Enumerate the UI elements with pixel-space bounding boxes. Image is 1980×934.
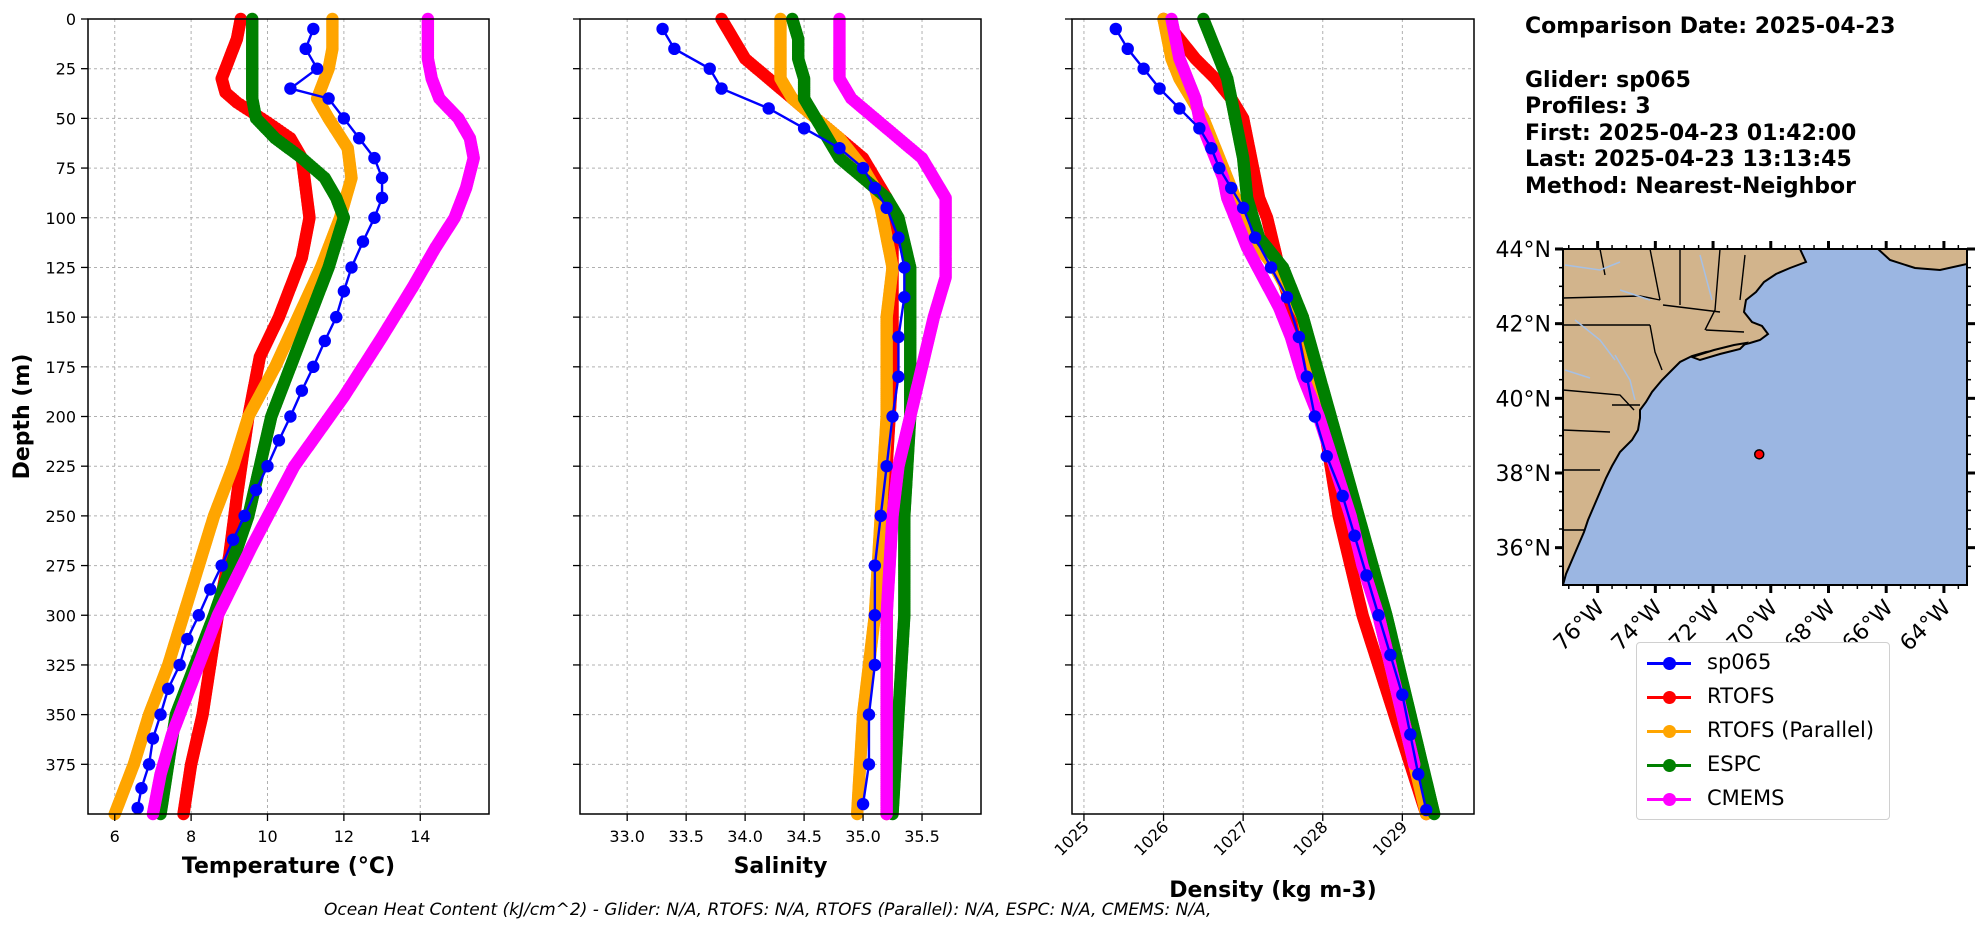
y-tick-label: 100 [45,209,76,228]
y-tick-label: 325 [45,656,76,675]
x-tick-label: 6 [110,827,120,846]
data-point [204,583,217,596]
data-point [154,708,167,721]
data-point [368,151,381,165]
data-point [833,141,846,155]
data-point [272,434,286,447]
salinity-axis-label: Salinity [734,854,828,879]
data-point [249,483,263,497]
x-tick-label: 34.5 [786,827,822,846]
data-point [703,62,716,75]
temperature-panel: 6 8 10 12 14 0 25 50 75 100 125 150 175 200 225 250 275 3… [10,10,490,879]
data-point [874,509,887,523]
y-tick-label: 50 [56,109,76,128]
data-point [656,22,669,36]
data-point [868,181,882,195]
x-tick-label: 35.0 [845,827,881,846]
data-point [322,92,335,105]
y-tick-label: 225 [45,457,76,476]
y-tick-label: 25 [56,60,76,79]
data-point [375,171,389,185]
depth-axis-label: Depth (m) [10,354,35,480]
data-point [668,42,681,56]
x-tick-label: 33.5 [668,827,704,846]
data-point [173,658,186,672]
x-tick-label: 10 [257,827,277,846]
data-point [135,781,148,795]
data-point [868,658,882,672]
data-point [856,797,870,811]
data-point [131,801,144,815]
data-point [368,211,381,224]
data-point [307,360,320,374]
data-point [856,161,870,175]
data-point [261,459,274,473]
data-point [299,42,312,56]
y-tick-label: 150 [45,308,76,327]
data-point [284,82,297,95]
data-point [715,82,728,95]
data-point [284,410,297,423]
y-tick-label: 200 [45,408,76,427]
y-tick-label: 75 [56,159,76,178]
data-point [226,533,240,546]
y-tick-label: 250 [45,507,76,526]
data-point [146,732,160,745]
y-tick-label: 175 [45,358,76,377]
data-point [898,261,911,274]
salinity-panel: 33.0 33.5 34.0 34.5 35.0 35.5 Salinity [573,12,982,879]
data-point [192,609,205,622]
y-tick-label: 125 [45,258,76,277]
data-point [880,459,893,473]
data-point [356,235,370,248]
data-point [345,261,358,274]
data-point [295,384,309,397]
data-point [375,191,389,205]
y-tick-label: 0 [66,10,76,29]
data-point [337,112,351,125]
data-point [318,334,331,348]
data-point [181,632,194,646]
data-point [142,758,156,771]
x-tick-label: 35.5 [904,827,940,846]
x-tick-label: 8 [186,827,196,846]
data-point [898,291,911,304]
data-point [215,559,228,572]
x-tick-label: 12 [334,827,354,846]
y-tick-label: 275 [45,557,76,576]
x-tick-label: 34.0 [727,827,763,846]
data-point [862,708,876,721]
data-point [330,310,343,324]
data-point [868,609,882,622]
data-point [307,22,320,36]
data-point [337,285,351,298]
y-tick-label: 300 [45,606,76,625]
data-point [886,410,899,423]
data-point [862,758,876,771]
y-tick-label: 375 [45,755,76,774]
data-point [310,62,324,75]
x-tick-label: 14 [410,827,430,846]
data-point [892,370,905,383]
y-tick-label: 350 [45,706,76,725]
data-point [238,509,251,523]
x-tick-label: 33.0 [609,827,645,846]
data-point [762,102,775,115]
data-point [892,231,905,244]
data-point [892,330,905,344]
temperature-axis-label: Temperature (°C) [182,854,395,879]
data-point [352,132,366,145]
data-point [868,559,882,572]
data-point [797,122,811,135]
data-point [162,682,175,695]
data-point [880,201,893,215]
